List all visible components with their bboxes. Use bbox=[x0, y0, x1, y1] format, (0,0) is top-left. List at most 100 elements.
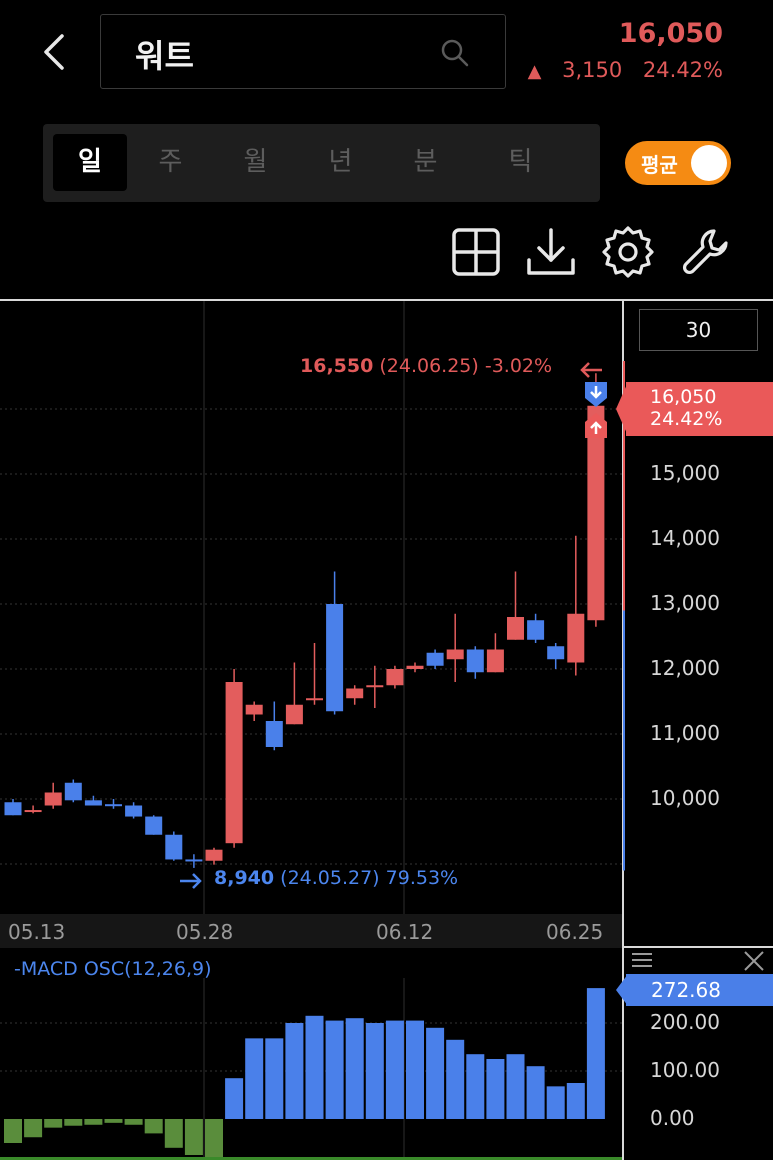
download-icon[interactable] bbox=[525, 226, 577, 278]
high-price: 16,550 bbox=[300, 355, 374, 377]
tab-1[interactable]: 주 bbox=[158, 147, 183, 177]
tab-2[interactable]: 월 bbox=[243, 147, 268, 177]
low-date: (24.05.27) bbox=[280, 867, 380, 889]
candle bbox=[406, 662, 424, 673]
average-toggle-label: 평균 bbox=[641, 153, 678, 177]
stock-search-field[interactable]: 워트 bbox=[100, 14, 506, 89]
price-chart[interactable] bbox=[0, 301, 773, 914]
tag-price: 16,050 bbox=[650, 386, 717, 408]
high-percent: -3.02% bbox=[484, 355, 553, 377]
macd-bar bbox=[285, 1023, 304, 1119]
macd-bar bbox=[205, 1119, 223, 1158]
wrench-icon[interactable] bbox=[680, 226, 732, 278]
candle bbox=[44, 782, 62, 809]
back-button[interactable] bbox=[36, 30, 76, 74]
macd-bar bbox=[406, 1020, 424, 1119]
low-annotation: 8,940 (24.05.27) 79.53% bbox=[214, 867, 458, 889]
panel-divider-axis bbox=[624, 946, 773, 948]
chevron-left-icon bbox=[44, 34, 64, 70]
layout-grid-icon[interactable] bbox=[450, 226, 502, 278]
candle bbox=[265, 701, 283, 751]
stock-name: 워트 bbox=[135, 37, 194, 75]
high-annotation: 16,550 (24.06.25) -3.02% bbox=[300, 355, 552, 377]
settings-gear-icon[interactable] bbox=[602, 226, 654, 278]
change-value: 3,150 bbox=[562, 58, 623, 82]
right-arrow-icon bbox=[180, 873, 202, 889]
current-price: 16,050 bbox=[618, 18, 723, 49]
up-marker-icon bbox=[585, 413, 607, 438]
macd-bar bbox=[365, 1023, 384, 1119]
macd-current-value: 272.68 bbox=[651, 978, 721, 1002]
candle bbox=[326, 571, 344, 715]
macd-bar bbox=[245, 1038, 264, 1119]
macd-bar bbox=[84, 1119, 103, 1125]
macd-legend-dash: - bbox=[14, 958, 21, 980]
macd-tag-pointer bbox=[616, 974, 628, 1006]
toggle-knob bbox=[691, 145, 727, 181]
tag-pointer bbox=[616, 382, 628, 436]
macd-bar bbox=[345, 1018, 364, 1119]
candle bbox=[165, 831, 183, 861]
macd-bar bbox=[385, 1020, 404, 1119]
candle bbox=[486, 633, 504, 673]
macd-bar bbox=[265, 1038, 284, 1119]
change-percent: 24.42% bbox=[642, 58, 723, 82]
macd-bar bbox=[466, 1054, 485, 1119]
tag-percent: 24.42% bbox=[650, 408, 723, 430]
x-tick-label: 06.12 bbox=[376, 920, 434, 944]
macd-bar bbox=[4, 1119, 22, 1143]
candle bbox=[145, 815, 163, 835]
tab-0[interactable]: 일 bbox=[53, 134, 127, 191]
candle bbox=[547, 643, 565, 669]
tab-4[interactable]: 분 bbox=[413, 147, 438, 177]
macd-bar bbox=[566, 1083, 585, 1119]
low-percent: 79.53% bbox=[385, 867, 459, 889]
average-toggle[interactable]: 평균 bbox=[625, 141, 731, 185]
candle bbox=[446, 613, 464, 682]
close-icon[interactable] bbox=[742, 950, 766, 972]
candle bbox=[507, 571, 524, 640]
candle bbox=[466, 646, 484, 679]
macd-bar bbox=[506, 1054, 525, 1119]
macd-bar bbox=[325, 1020, 344, 1119]
period-input[interactable]: 30 bbox=[639, 309, 758, 351]
y-tick-label: 15,000 bbox=[650, 461, 720, 485]
tab-3[interactable]: 년 bbox=[328, 147, 353, 177]
macd-chart[interactable] bbox=[0, 948, 622, 1160]
x-tick-label: 05.28 bbox=[176, 920, 234, 944]
macd-y-tick-label: 100.00 bbox=[650, 1058, 720, 1082]
macd-bar bbox=[526, 1066, 545, 1119]
macd-bar bbox=[546, 1086, 565, 1119]
candle bbox=[24, 805, 42, 814]
menu-icon[interactable] bbox=[630, 951, 654, 969]
candle bbox=[125, 802, 143, 819]
macd-bar bbox=[64, 1119, 83, 1126]
candle bbox=[285, 662, 303, 725]
candle bbox=[105, 799, 122, 809]
macd-bar bbox=[104, 1119, 123, 1123]
macd-bar bbox=[164, 1119, 183, 1148]
candle bbox=[366, 665, 384, 708]
macd-title: -MACD OSC(12,26,9) bbox=[14, 958, 211, 980]
macd-bar bbox=[305, 1015, 324, 1119]
macd-y-tick-label: 200.00 bbox=[650, 1010, 720, 1034]
candle bbox=[346, 685, 364, 705]
zero-line-accent bbox=[0, 1157, 622, 1160]
down-marker-icon bbox=[585, 382, 607, 407]
macd-bar bbox=[44, 1119, 63, 1128]
candle bbox=[185, 854, 203, 868]
search-icon[interactable] bbox=[439, 37, 471, 69]
price-change: ▲ 3,150 24.42% bbox=[528, 58, 723, 82]
candle bbox=[386, 665, 404, 689]
tab-5[interactable]: 틱 bbox=[508, 147, 533, 177]
macd-bar bbox=[225, 1078, 244, 1119]
candle bbox=[527, 613, 545, 643]
macd-y-tick-label: 0.00 bbox=[650, 1106, 695, 1130]
candle bbox=[306, 643, 323, 705]
candle bbox=[426, 649, 444, 669]
high-date: (24.06.25) bbox=[379, 355, 479, 377]
current-price-tag bbox=[616, 382, 773, 436]
low-price: 8,940 bbox=[214, 867, 275, 889]
macd-bar bbox=[184, 1119, 203, 1155]
